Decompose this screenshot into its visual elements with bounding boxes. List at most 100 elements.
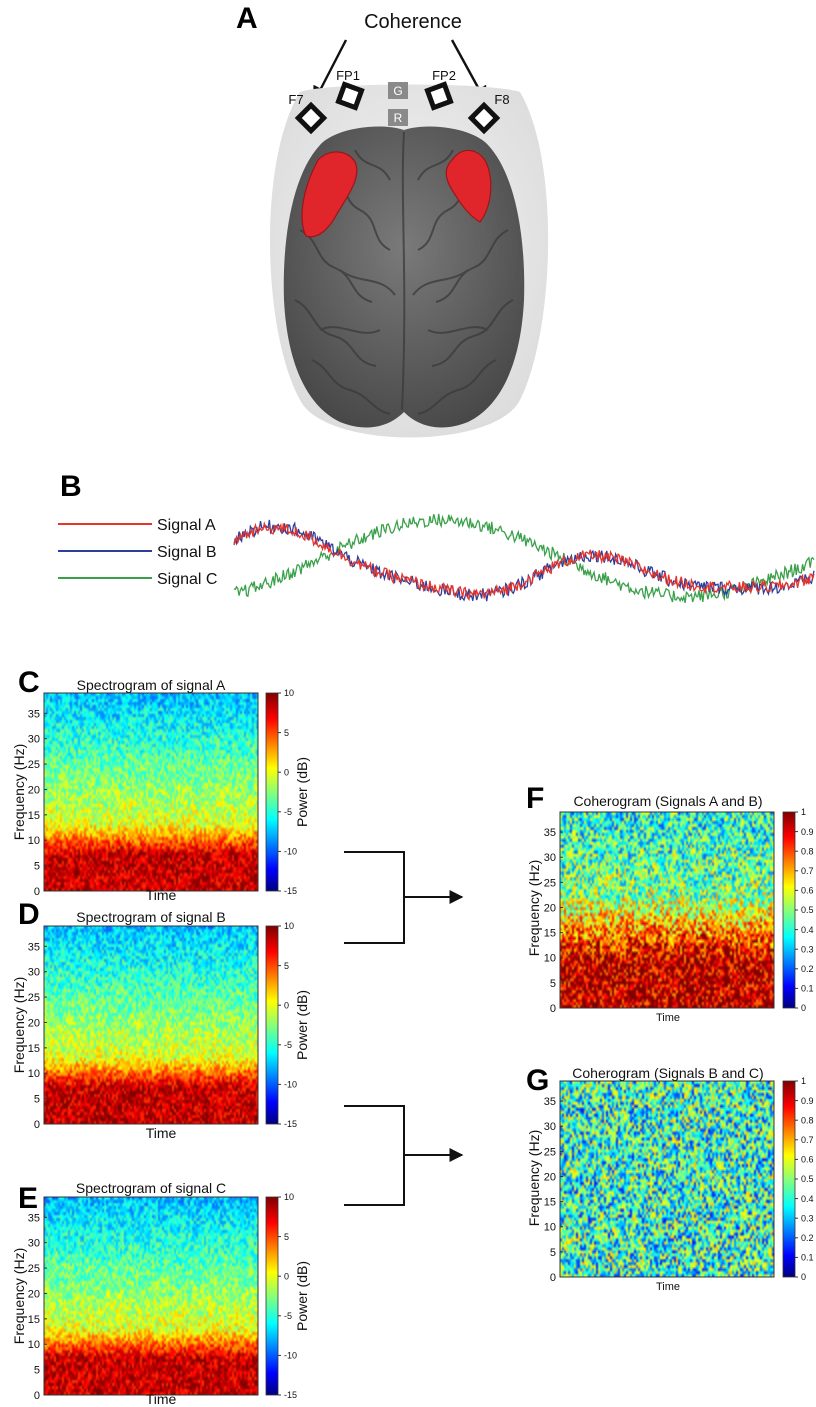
colorbar-tick-label: 0.2 — [801, 964, 814, 974]
panel-label-c: C — [18, 666, 40, 699]
electrode-label-fp1: FP1 — [336, 68, 360, 83]
y-tick-label: 10 — [28, 1068, 40, 1080]
y-tick-label: 15 — [28, 1043, 40, 1055]
colorbar-tick-label: 0.1 — [801, 984, 814, 994]
y-tick-label: 15 — [28, 810, 40, 822]
signal-b-trace — [233, 519, 815, 602]
electrode-label-r: R — [394, 111, 403, 125]
colorbar-tick-label: -10 — [284, 847, 297, 857]
spectrogram-a-colorbar-label: Power (dB) — [294, 757, 310, 827]
colorbar-tick-label: 5 — [284, 1232, 289, 1242]
colorbar-tick-label: 10 — [284, 688, 294, 698]
colorbar-tick-label: -15 — [284, 1390, 297, 1400]
coherogram-bc-ylabel: Frequency (Hz) — [526, 1130, 542, 1226]
y-tick-label: 15 — [28, 1314, 40, 1326]
panel-g: G Coherogram (Signals B and C) 051015202… — [526, 1064, 814, 1293]
electrode-label-f8: F8 — [494, 92, 509, 107]
y-tick-label: 0 — [34, 886, 40, 898]
legend-label-signal-a: Signal A — [157, 517, 216, 534]
y-tick-label: 25 — [28, 759, 40, 771]
colorbar-tick-label: 0.7 — [801, 866, 814, 876]
panel-label-b: B — [60, 470, 82, 503]
colorbar-tick-label: -10 — [284, 1080, 297, 1090]
colorbar-tick-label: 0.3 — [801, 944, 814, 954]
colorbar-tick-label: 0 — [284, 1271, 289, 1281]
spectrogram-a-frame — [43, 692, 259, 892]
panel-d: D Spectrogram of signal B 0 5 10 15 20 25 30 35… — [11, 898, 310, 1141]
colorbar-tick-label: 0 — [801, 1003, 806, 1013]
y-tick-label: 0 — [550, 1272, 556, 1284]
panel-label-e: E — [18, 1182, 38, 1215]
signal-a-trace — [233, 521, 815, 602]
y-tick-label: 10 — [28, 1339, 40, 1351]
legend-label-signal-c: Signal C — [157, 571, 217, 588]
spectrogram-b-frame — [43, 925, 259, 1125]
coherogram-bc-frame — [559, 1080, 775, 1278]
signal-c-trace — [233, 513, 815, 604]
colorbar-tick-label: 10 — [284, 921, 294, 931]
coherence-title: Coherence — [364, 11, 462, 33]
y-tick-label: 5 — [550, 978, 556, 990]
colorbar-tick-label: 1 — [801, 1076, 806, 1086]
spectrogram-c-xlabel: Time — [146, 1391, 177, 1407]
electrode-g — [388, 82, 408, 99]
y-tick-label: 35 — [544, 827, 556, 839]
colorbar-tick-label: 0 — [284, 1000, 289, 1010]
y-tick-label: 30 — [28, 734, 40, 746]
y-tick-label: 20 — [28, 784, 40, 796]
colorbar-tick-label: 0.9 — [801, 1096, 814, 1106]
y-tick-label: 15 — [544, 928, 556, 940]
colorbar-tick-label: 5 — [284, 728, 289, 738]
spectrogram-c-colorbar-label: Power (dB) — [294, 1261, 310, 1331]
colorbar-tick-label: -5 — [284, 1311, 292, 1321]
colorbar-tick-label: 1 — [801, 807, 806, 817]
spectrogram-a-title: Spectrogram of signal A — [77, 677, 226, 693]
spectrogram-a-colorbar — [265, 692, 279, 892]
colorbar-tick-label: 5 — [284, 961, 289, 971]
y-tick-label: 35 — [28, 941, 40, 953]
coherogram-ab-xlabel: Time — [656, 1012, 680, 1024]
y-tick-label: 15 — [544, 1197, 556, 1209]
coherogram-bc-colorbar — [782, 1080, 796, 1278]
colorbar-tick-label: -5 — [284, 1040, 292, 1050]
y-tick-label: 5 — [34, 1365, 40, 1377]
connector-bc — [344, 1105, 464, 1206]
spectrogram-b-colorbar-label: Power (dB) — [294, 990, 310, 1060]
spectrogram-c-heatmap — [44, 1197, 258, 1395]
panel-label-d: D — [18, 898, 40, 931]
colorbar-tick-label: -5 — [284, 807, 292, 817]
spectrogram-c-title: Spectrogram of signal C — [76, 1180, 226, 1196]
panel-e: E Spectrogram of signal C 0 5 10 15 20 25 30 35… — [11, 1180, 310, 1407]
highlight-left-frontal — [301, 151, 358, 238]
coherogram-bc-title: Coherogram (Signals B and C) — [572, 1065, 763, 1081]
y-tick-label: 20 — [28, 1288, 40, 1300]
electrode-fp2 — [424, 81, 454, 111]
y-tick-label: 10 — [544, 953, 556, 965]
electrode-label-f7: F7 — [288, 92, 303, 107]
y-tick-label: 30 — [28, 1238, 40, 1250]
y-tick-label: 20 — [544, 902, 556, 914]
colorbar-tick-label: 0.5 — [801, 1174, 814, 1184]
panel-a: A Coherence F7 — [236, 2, 549, 438]
colorbar-tick-label: 0.4 — [801, 1194, 814, 1204]
y-tick-label: 35 — [28, 1212, 40, 1224]
electrode-r — [388, 109, 408, 126]
coherogram-bc-heatmap — [560, 1081, 774, 1277]
brain-gyri — [294, 131, 514, 415]
y-tick-label: 0 — [34, 1390, 40, 1402]
colorbar-tick-label: -15 — [284, 1119, 297, 1129]
y-tick-label: 25 — [28, 992, 40, 1004]
y-tick-label: 30 — [544, 852, 556, 864]
spectrogram-c-ylabel: Frequency (Hz) — [11, 1248, 27, 1344]
y-tick-label: 35 — [544, 1096, 556, 1108]
spectrogram-b-title: Spectrogram of signal B — [76, 909, 225, 925]
panel-label-a: A — [236, 2, 258, 35]
spectrogram-b-ylabel: Frequency (Hz) — [11, 977, 27, 1073]
y-tick-label: 5 — [34, 1094, 40, 1106]
y-tick-label: 20 — [544, 1171, 556, 1183]
coherogram-ab-heatmap — [560, 812, 774, 1008]
connector-ab — [344, 851, 464, 944]
panel-label-f: F — [526, 782, 544, 815]
legend-label-signal-b: Signal B — [157, 544, 217, 561]
